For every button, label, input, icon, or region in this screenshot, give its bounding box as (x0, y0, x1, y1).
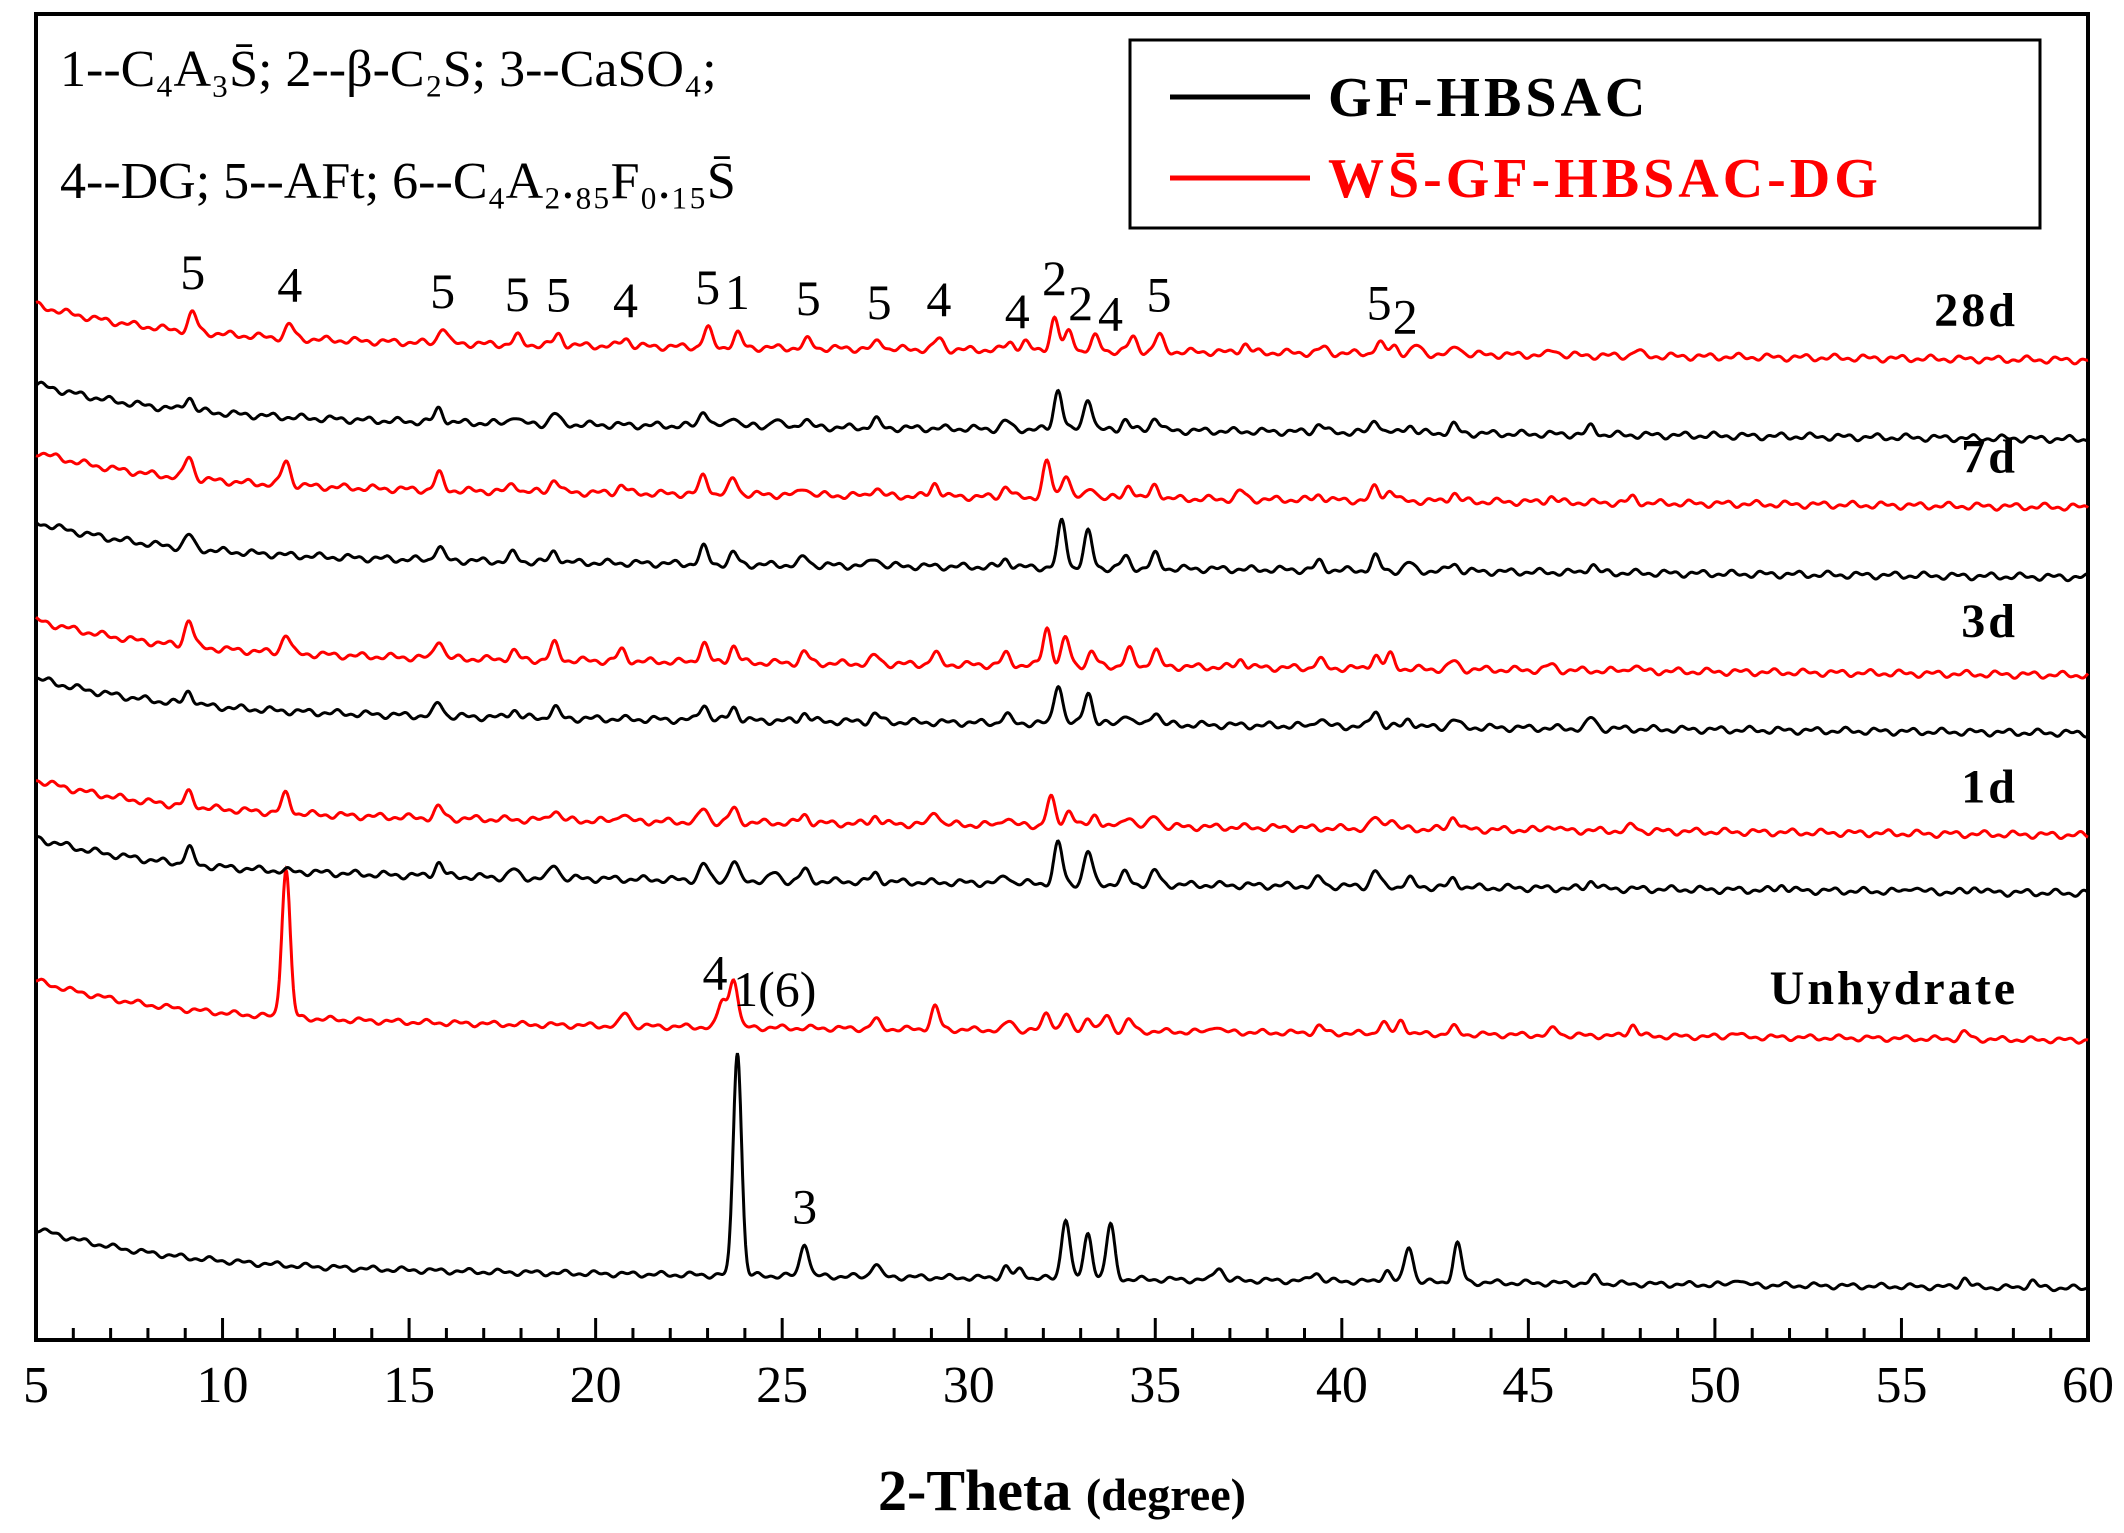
legend-box (1128, 38, 2042, 230)
series-line-unhydrate-black (35, 1052, 2089, 1293)
series-line-unhydrate-red (35, 865, 2089, 1045)
phase-key: 1--C₄A₃S̄; 2--β-C₂S; 3--CaSO₄; 4--DG; 5-… (60, 41, 736, 210)
peak-label: 4 (1098, 285, 1123, 341)
peak-label: 5 (1367, 275, 1392, 331)
peak-label: 2 (1068, 275, 1093, 331)
x-tick-label: 50 (1689, 1357, 1741, 1414)
series-line-7d-red (35, 451, 2090, 512)
phase-key-line-2: 4--DG; 5--AFt; 6--C₄A₂.₈₅F₀.₁₅S̄ (60, 153, 736, 210)
x-tick-label: 25 (756, 1357, 808, 1414)
peak-label: 1 (725, 264, 750, 320)
x-tick-label: 15 (383, 1357, 435, 1414)
x-tick-label: 40 (1316, 1357, 1368, 1414)
x-tick-label: 60 (2062, 1357, 2114, 1414)
peak-label: 5 (1147, 267, 1172, 323)
series-line-1d-red (36, 779, 2089, 841)
peak-label: 3 (792, 1178, 817, 1234)
x-tick-label: 20 (570, 1357, 622, 1414)
peak-label: 1(6) (733, 961, 816, 1017)
group-label-unhydrate: Unhydrate (1770, 962, 2018, 1015)
peak-label: 4 (1005, 283, 1030, 339)
peak-label: 4 (613, 272, 638, 328)
x-tick-label: 45 (1502, 1357, 1554, 1414)
peak-label: 5 (796, 270, 821, 326)
annotation-layer: 5 4 5 5 5 4 5 1 5 5 4 42 2 4 5 5 24 1(6)328d7d3d1dUnhydra… (180, 244, 2018, 1234)
x-tick-label: 55 (1875, 1357, 1927, 1414)
x-tick-label: 10 (197, 1357, 249, 1414)
peak-label: 5 (430, 263, 455, 319)
peak-label: 5 (546, 266, 571, 322)
x-axis-title: 2-Theta (degree) (878, 1458, 1246, 1523)
series-layer (34, 300, 2090, 1293)
series-line-28d-red (35, 300, 2089, 366)
x-tick-label: 35 (1129, 1357, 1181, 1414)
series-line-3d-black (35, 676, 2089, 739)
group-label-1d: 1d (1961, 760, 2018, 813)
series-line-28d-black (35, 380, 2089, 445)
group-label-3d: 3d (1961, 595, 2018, 648)
peak-label: 4 (703, 944, 728, 1000)
peak-label: 5 (695, 259, 720, 315)
x-tick-label: 5 (23, 1357, 49, 1414)
legend-label-1: WS̄-GF-HBSAC-DG (1328, 148, 1882, 210)
peak-label: 4 (926, 271, 951, 327)
phase-key-line-1: 1--C₄A₃S̄; 2--β-C₂S; 3--CaSO₄; (60, 41, 717, 98)
peak-label: 5 (867, 274, 892, 330)
peak-label: 2 (1393, 289, 1418, 345)
peak-label: 4 (277, 256, 302, 312)
group-label-28d: 28d (1934, 284, 2018, 337)
plot-frame (34, 12, 2090, 1342)
peak-label: 2 (1042, 250, 1067, 306)
peak-label: 5 (180, 244, 205, 300)
legend: GF-HBSAC WS̄-GF-HBSAC-DG (1128, 38, 2042, 230)
x-tick-label: 30 (943, 1357, 995, 1414)
series-line-7d-black (34, 517, 2089, 583)
legend-label-0: GF-HBSAC (1328, 67, 1649, 129)
x-axis-ticks: 5 10 15 20 25 30 35 40 45 50 55 60 (23, 1318, 2114, 1414)
series-line-3d-red (35, 616, 2090, 680)
peak-label: 5 (505, 266, 530, 322)
series-line-1d-black (35, 835, 2089, 898)
group-label-7d: 7d (1961, 431, 2018, 484)
